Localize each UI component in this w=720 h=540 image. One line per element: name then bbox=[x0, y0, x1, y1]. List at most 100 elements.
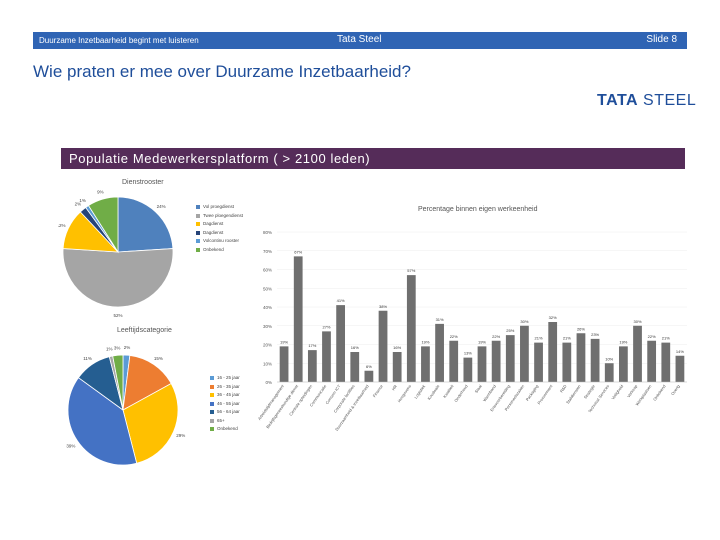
pie-data-label: 11% bbox=[83, 356, 92, 361]
bar bbox=[406, 275, 416, 382]
pie-slice bbox=[112, 354, 124, 411]
legend-label: Onbekend bbox=[203, 246, 224, 252]
legend-label: Onbekend bbox=[217, 426, 238, 431]
pie-slice bbox=[117, 196, 174, 253]
bar-data-label: 57% bbox=[407, 268, 415, 273]
bar-data-label: 22% bbox=[492, 334, 500, 339]
bar-data-label: 10% bbox=[605, 356, 613, 361]
legend-swatch bbox=[210, 393, 214, 398]
legend-label: Vol proegdienst bbox=[203, 204, 235, 209]
x-category-label: Finance bbox=[372, 383, 385, 398]
pie-data-label: 29% bbox=[176, 433, 185, 438]
bar bbox=[463, 357, 473, 382]
bar bbox=[633, 325, 642, 382]
logo-brand: TATA bbox=[597, 92, 639, 109]
y-tick-label: 50% bbox=[263, 286, 272, 291]
legend-item: 16 - 25 jaar bbox=[210, 374, 240, 383]
x-category-label: Stafdiensten bbox=[565, 384, 582, 405]
y-tick-label: 20% bbox=[263, 343, 272, 348]
legend-item: Onbekend bbox=[210, 425, 240, 434]
bar-title: Percentage binnen eigen werkeenheid bbox=[418, 206, 538, 213]
legend-label: Dagdienst bbox=[203, 221, 224, 226]
pie-data-label: 12% bbox=[58, 223, 66, 228]
bar-data-label: 14% bbox=[676, 349, 684, 354]
legend-label: 56 - 64 jaar bbox=[217, 409, 240, 414]
logo-suffix: STEEL bbox=[643, 92, 697, 109]
bar bbox=[435, 323, 444, 382]
page-title: Wie praten er mee over Duurzame Inzetbaa… bbox=[33, 62, 411, 81]
bar-data-label: 27% bbox=[322, 324, 330, 329]
bar-data-label: 19% bbox=[280, 339, 288, 344]
legend-item: Dagdienst bbox=[196, 220, 243, 229]
bar bbox=[279, 346, 289, 382]
pie-chart-leeftijd: 2% 15% 29% 39% 11% 1% 3% bbox=[66, 345, 185, 466]
bar-data-label: 41% bbox=[337, 298, 345, 303]
x-category-label: Packaging bbox=[525, 384, 540, 402]
legend-item: 46 - 55 jaar bbox=[210, 400, 240, 409]
legend-label: Twee ploegendienst bbox=[203, 212, 244, 218]
x-category-label: Staal bbox=[473, 384, 482, 394]
bar bbox=[548, 322, 558, 382]
legend-label: 16 - 25 jaar bbox=[217, 375, 240, 380]
bar-data-label: 67% bbox=[294, 249, 302, 254]
bar bbox=[350, 352, 360, 382]
legend-swatch bbox=[196, 239, 200, 244]
bar-data-label: 19% bbox=[478, 339, 486, 344]
legend-swatch bbox=[196, 247, 200, 252]
bar bbox=[364, 370, 374, 382]
pie2-title: Leeftijdscategorie bbox=[117, 327, 172, 334]
pie-data-label: 24% bbox=[157, 204, 166, 209]
bar-data-label: 17% bbox=[308, 343, 316, 348]
bar-data-label: 25% bbox=[506, 328, 514, 333]
bar bbox=[647, 340, 657, 382]
bar bbox=[590, 338, 600, 382]
bar-data-label: 16% bbox=[351, 345, 359, 350]
legend-item: Dagdienst bbox=[196, 229, 243, 238]
bar bbox=[661, 342, 671, 382]
y-tick-label: 70% bbox=[263, 249, 272, 254]
pie-chart-dienstrooster: 24% 52% 12% 2%1% 9% bbox=[58, 190, 174, 318]
bar-data-label: 16% bbox=[393, 345, 401, 350]
legend-swatch bbox=[196, 213, 200, 218]
pie1-legend: Vol proegdienst Twee ploegendienst Dagdien… bbox=[196, 203, 243, 254]
tata-steel-logo: TATA STEEL bbox=[597, 92, 696, 110]
pie2-legend: 16 - 25 jaar 26 - 35 jaar 36 - 45 jaar 46 -… bbox=[210, 374, 240, 434]
pie-slice bbox=[122, 382, 179, 464]
bar bbox=[491, 340, 501, 382]
legend-item: 56 - 64 jaar bbox=[210, 408, 240, 417]
legend-label: Volcontinu rooster bbox=[203, 238, 240, 243]
x-category-label: Koudwals bbox=[426, 384, 440, 401]
bar-data-label: 32% bbox=[549, 315, 557, 320]
bar bbox=[307, 350, 317, 382]
bar-data-label: 30% bbox=[520, 319, 528, 324]
bar-data-label: 21% bbox=[662, 336, 670, 341]
y-tick-label: 30% bbox=[263, 324, 272, 329]
legend-swatch bbox=[196, 222, 200, 227]
x-category-label: Hoogovens bbox=[396, 384, 412, 403]
pie-data-label: 39% bbox=[66, 443, 75, 448]
bar bbox=[562, 342, 572, 382]
x-category-label: Kwaliteit bbox=[442, 383, 455, 399]
pie-data-label: 1% bbox=[106, 347, 113, 352]
legend-swatch bbox=[210, 418, 214, 423]
pie-data-label: 9% bbox=[97, 190, 104, 195]
header-left-text: Duurzame Inzetbaarheid begint met luiste… bbox=[39, 36, 199, 45]
pie-data-label: 2% bbox=[124, 345, 131, 350]
bar bbox=[477, 346, 487, 382]
legend-item: Vol proegdienst bbox=[196, 203, 243, 212]
bar-data-label: 19% bbox=[619, 339, 627, 344]
legend-item: 26 - 35 jaar bbox=[210, 383, 240, 392]
x-category-label: R&D bbox=[559, 384, 568, 394]
y-tick-label: 40% bbox=[263, 305, 272, 310]
bar bbox=[293, 256, 303, 382]
legend-item: 36 - 45 jaar bbox=[210, 391, 240, 400]
slide-indicator: Slide 8 bbox=[646, 34, 677, 45]
x-category-label: HR bbox=[391, 384, 398, 392]
legend-swatch bbox=[210, 401, 214, 406]
bar bbox=[675, 355, 685, 382]
legend-swatch bbox=[210, 384, 214, 389]
y-tick-label: 10% bbox=[263, 361, 272, 366]
bar bbox=[618, 346, 628, 382]
bar-data-label: 21% bbox=[535, 336, 543, 341]
bar-chart-werkeenheid: 0%10%20%30%40%50%60%70%80%19%Arbeidstijd… bbox=[257, 230, 687, 432]
